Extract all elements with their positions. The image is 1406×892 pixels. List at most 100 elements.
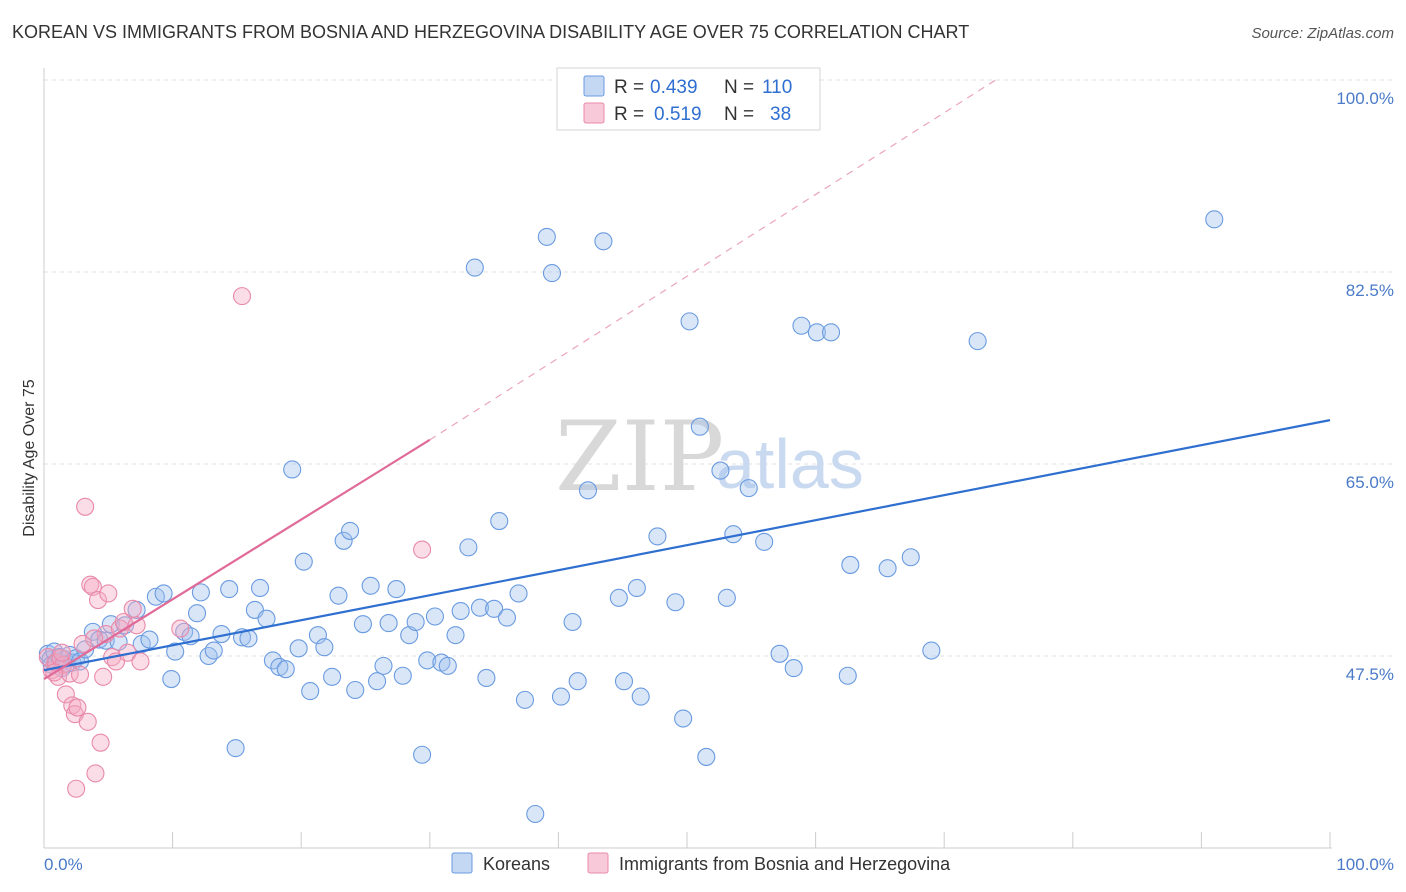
legend-n-label-bosnia: N =: [724, 104, 754, 125]
legend-r-label-koreans: R =: [614, 77, 644, 98]
korean-point-51: [329, 586, 348, 605]
legend-n-label-koreans: N =: [724, 77, 754, 98]
watermark-atlas: atlas: [716, 425, 864, 503]
legend-r-koreans: 0.439: [650, 77, 698, 98]
bottom-legend-swatch-bosnia: [587, 852, 609, 874]
bosnia-point-17: [86, 764, 105, 783]
korean-point-46: [294, 552, 313, 571]
korean-point-66: [425, 607, 444, 626]
korean-point-93: [666, 593, 685, 612]
legend-swatch-bosnia: [583, 102, 605, 124]
korean-point-83: [551, 687, 571, 706]
korean-point-52: [334, 531, 353, 550]
korean-point-98: [711, 461, 730, 480]
legend: R = 0.439 N = 110 R = 0.519 N = 38: [556, 67, 821, 131]
korean-point-22: [140, 630, 159, 649]
korean-point-25: [162, 669, 181, 689]
korean-point-39: [250, 578, 270, 598]
y-tick-label-65: 65.0%: [1346, 473, 1394, 492]
y-axis-label: Disability Age Over 75: [21, 379, 38, 537]
bosnia-point-22: [99, 584, 118, 603]
korean-point-50: [323, 667, 342, 686]
y-tick-label-100: 100.0%: [1336, 89, 1394, 108]
korean-point-91: [631, 687, 650, 706]
korean-point-47: [301, 682, 320, 701]
korean-point-86: [578, 481, 598, 500]
korean-point-109: [841, 555, 860, 574]
korean-point-55: [353, 615, 372, 634]
trend-line-bosnia-extension: [429, 79, 996, 441]
korean-point-63: [406, 612, 425, 632]
korean-point-58: [374, 656, 393, 675]
trend-line-koreans: [43, 419, 1331, 672]
x-tick-label-right: 100.0%: [1336, 855, 1394, 874]
bosnia-point-34: [67, 779, 86, 798]
korean-point-75: [485, 599, 504, 618]
korean-point-45: [289, 639, 308, 658]
korean-point-96: [690, 417, 709, 436]
bosnia-point-10: [68, 698, 87, 717]
bosnia-point-14: [78, 712, 97, 731]
korean-point-60: [387, 580, 406, 599]
bosnia-point-13: [76, 497, 95, 516]
korean-point-32: [204, 641, 223, 660]
legend-r-bosnia: 0.519: [654, 104, 702, 125]
bosnia-point-19: [91, 733, 110, 752]
x-tick-label-left: 0.0%: [44, 855, 83, 874]
bosnia-point-32: [232, 287, 252, 306]
korean-point-82: [542, 264, 562, 283]
bosnia-point-12: [73, 634, 92, 653]
bottom-legend: Koreans Immigrants from Bosnia and Herze…: [451, 852, 951, 874]
korean-point-24: [154, 584, 173, 603]
korean-point-65: [418, 651, 437, 670]
korean-point-43: [276, 660, 295, 679]
korean-point-79: [515, 690, 535, 709]
korean-point-69: [446, 626, 465, 645]
bosnia-point-28: [123, 599, 142, 618]
korean-point-57: [368, 672, 387, 691]
korean-point-74: [477, 668, 496, 687]
korean-point-61: [393, 666, 412, 685]
korean-point-30: [191, 583, 210, 602]
korean-point-76: [490, 512, 509, 531]
korean-point-102: [755, 532, 774, 551]
korean-point-35: [226, 739, 245, 758]
korean-point-40: [257, 609, 276, 628]
korean-point-112: [922, 641, 941, 660]
korean-point-114: [1205, 210, 1224, 229]
korean-point-92: [648, 527, 667, 546]
korean-point-90: [627, 578, 646, 598]
korean-point-105: [792, 316, 811, 335]
korean-point-103: [770, 644, 789, 663]
korean-point-64: [413, 745, 432, 764]
korean-point-110: [878, 559, 897, 578]
korean-point-95: [680, 312, 699, 331]
trend-line-bosnia: [43, 438, 431, 680]
bosnia-point-18: [88, 590, 108, 610]
korean-point-53: [341, 521, 360, 540]
korean-point-85: [568, 672, 587, 691]
korean-point-99: [717, 588, 736, 607]
y-tick-label-47-5: 47.5%: [1346, 665, 1394, 684]
series-koreans-points: [38, 210, 1224, 824]
bosnia-point-31: [171, 619, 190, 638]
bottom-legend-swatch-koreans: [451, 852, 473, 874]
gridlines: [44, 79, 1394, 657]
korean-point-49: [315, 638, 334, 657]
korean-point-107: [821, 323, 841, 342]
korean-point-101: [739, 479, 758, 498]
korean-point-84: [563, 612, 582, 632]
korean-point-44: [283, 460, 302, 479]
korean-point-72: [465, 258, 484, 277]
korean-point-59: [379, 614, 398, 633]
chart-title: KOREAN VS IMMIGRANTS FROM BOSNIA AND HER…: [12, 22, 969, 42]
x-ticks: [43, 832, 1331, 848]
korean-point-54: [346, 680, 365, 700]
korean-point-87: [594, 232, 613, 251]
series-bosnia-points: [38, 287, 432, 798]
korean-point-88: [609, 588, 628, 607]
korean-point-71: [459, 538, 478, 557]
korean-point-73: [470, 598, 490, 617]
korean-point-34: [220, 580, 239, 599]
